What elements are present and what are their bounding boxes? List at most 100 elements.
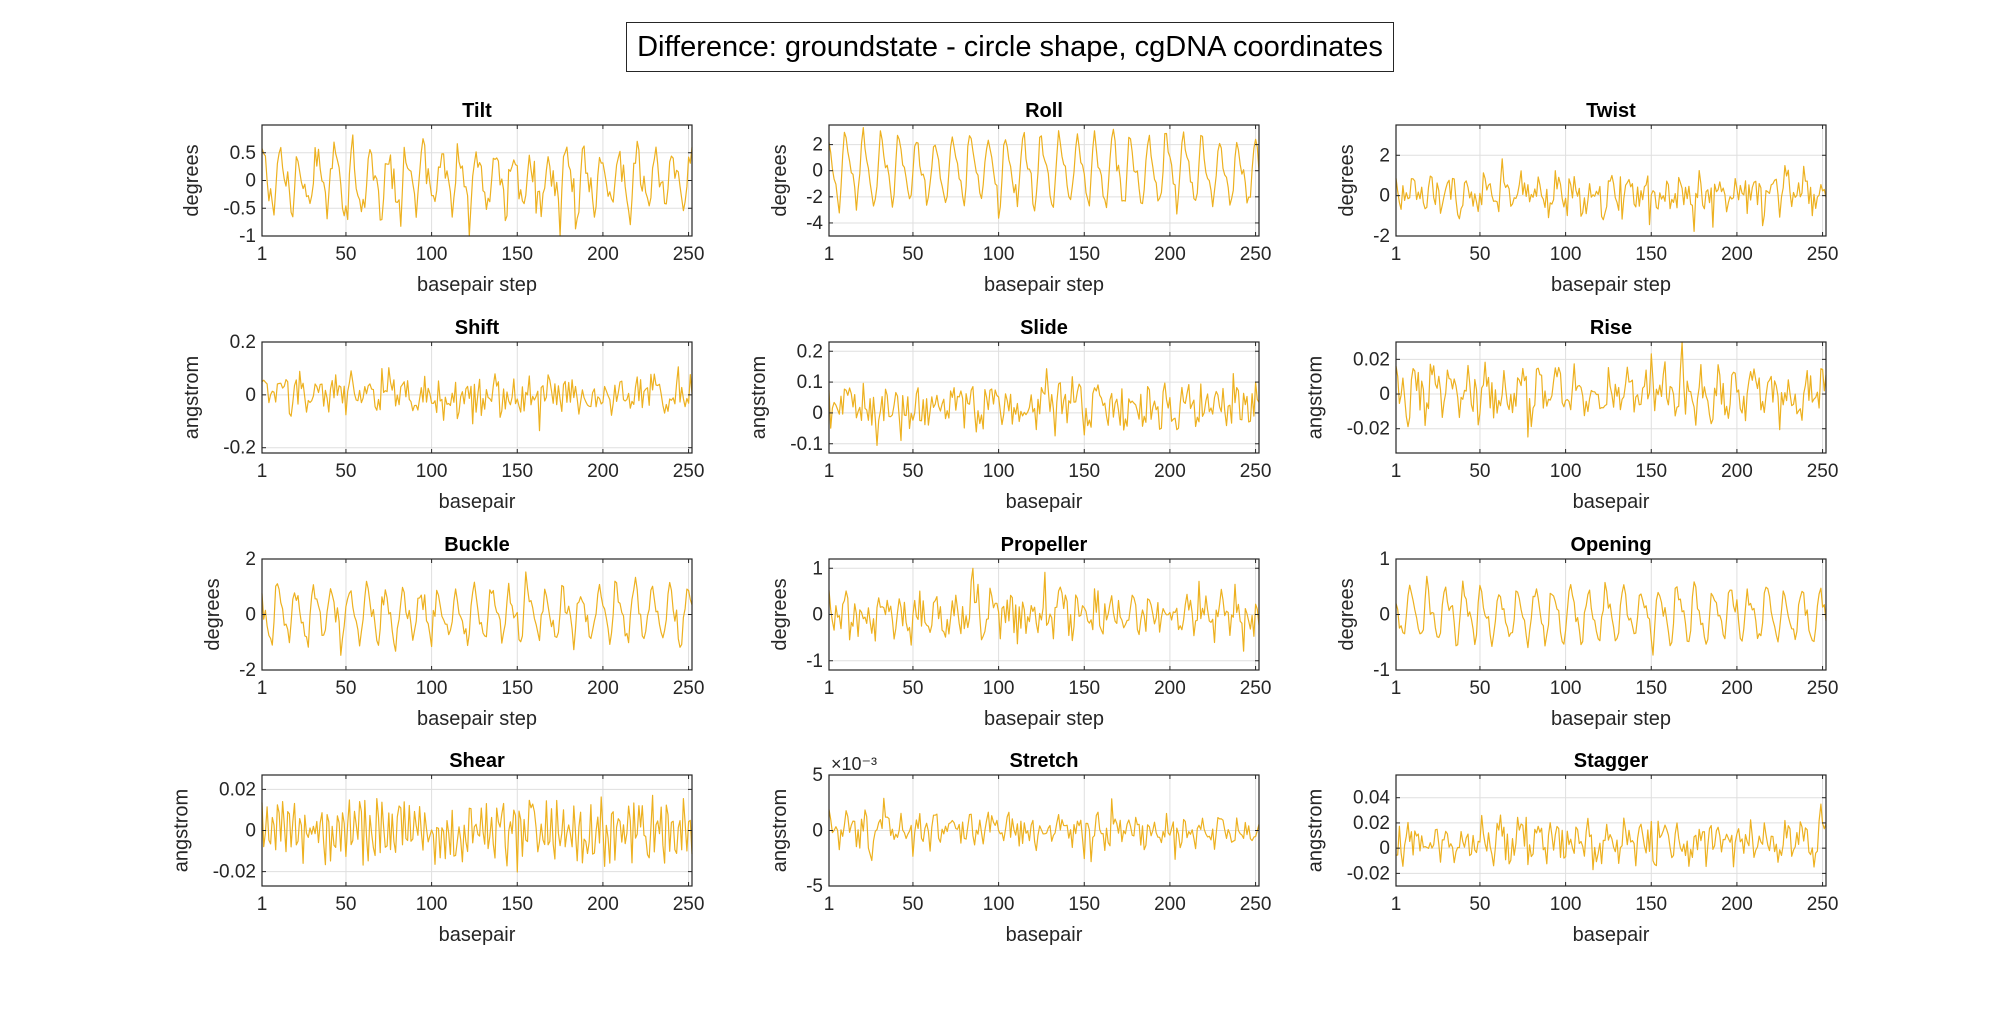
x-tick-label: 200: [587, 461, 619, 482]
y-tick-label: -0.02: [1347, 419, 1390, 440]
x-axis-label-shear: basepair: [439, 924, 516, 946]
x-tick-label: 50: [1469, 461, 1490, 482]
x-tick-label: 1: [257, 244, 268, 265]
subplot-title-rise: Rise: [1590, 317, 1632, 339]
y-tick-label: -5: [806, 876, 823, 897]
y-tick-label: -0.02: [213, 862, 256, 883]
subplot-shear: 1 50 100 150 200 250-0.0200.02Shearbasepairan…: [171, 750, 705, 946]
x-tick-label: 150: [1635, 461, 1667, 482]
subplot-stagger: 1 50 100 150 200 250-0.0200.020.04Staggerbase…: [1305, 750, 1839, 946]
subplot-title-buckle: Buckle: [444, 534, 510, 556]
y-tick-label: 0: [812, 403, 823, 424]
series-line-slide: [828, 368, 1260, 446]
y-tick-label: 1: [1379, 549, 1390, 570]
x-tick-label: 50: [902, 244, 923, 265]
y-axis-label-slide: angstrom: [748, 356, 770, 439]
y-tick-label: 0.1: [797, 372, 823, 393]
y-tick-label: 2: [1379, 145, 1390, 166]
y-tick-label: -2: [1373, 226, 1390, 247]
y-axis-label-rise: angstrom: [1305, 356, 1327, 439]
x-tick-label: 1: [824, 678, 835, 699]
y-axis-label-shift: angstrom: [181, 356, 203, 439]
subplot-title-shift: Shift: [455, 317, 500, 339]
x-tick-label: 50: [335, 678, 356, 699]
x-tick-label: 150: [501, 244, 533, 265]
y-tick-label: -1: [239, 226, 256, 247]
y-axis-label-shear: angstrom: [171, 789, 193, 872]
x-tick-label: 1: [824, 894, 835, 915]
x-tick-label: 150: [1635, 244, 1667, 265]
y-exponent-label: ×10⁻³: [831, 754, 877, 774]
subplot-title-roll: Roll: [1025, 100, 1063, 122]
y-tick-label: 0: [245, 605, 256, 626]
y-tick-label: 5: [812, 765, 823, 786]
x-tick-label: 200: [1721, 894, 1753, 915]
y-axis-label-buckle: degrees: [202, 578, 224, 650]
x-tick-label: 250: [673, 461, 705, 482]
x-axis-label-shift: basepair: [439, 491, 516, 513]
x-tick-label: 100: [983, 678, 1015, 699]
y-tick-label: 0.02: [219, 779, 256, 800]
subplot-slide: 1 50 100 150 200 250-0.100.10.2Slidebasepaira…: [748, 317, 1271, 513]
y-tick-label: 0: [812, 161, 823, 182]
x-tick-label: 150: [1068, 244, 1100, 265]
x-axis-label-buckle: basepair step: [417, 708, 537, 730]
x-tick-label: 100: [416, 678, 448, 699]
axes-box-roll: [828, 124, 1260, 237]
y-tick-label: -1: [806, 651, 823, 672]
x-tick-label: 250: [1240, 894, 1272, 915]
x-tick-label: 250: [1240, 461, 1272, 482]
x-tick-label: 150: [1635, 894, 1667, 915]
y-tick-label: 0: [245, 821, 256, 842]
x-tick-label: 1: [824, 461, 835, 482]
y-tick-label: 2: [245, 549, 256, 570]
x-tick-label: 250: [673, 894, 705, 915]
x-tick-label: 100: [1550, 461, 1582, 482]
y-tick-label: -0.2: [223, 438, 256, 459]
y-axis-label-twist: degrees: [1336, 144, 1358, 216]
series-line-stretch: [828, 797, 1260, 863]
x-tick-label: 50: [1469, 244, 1490, 265]
y-axis-label-stretch: angstrom: [769, 789, 791, 872]
y-tick-label: 0.2: [797, 341, 823, 362]
x-tick-label: 250: [1240, 244, 1272, 265]
x-tick-label: 50: [335, 461, 356, 482]
series-line-shear: [261, 794, 693, 873]
y-tick-label: 0: [1379, 605, 1390, 626]
x-tick-label: 100: [983, 244, 1015, 265]
x-tick-label: 1: [257, 678, 268, 699]
y-tick-label: 0: [1379, 186, 1390, 207]
y-tick-label: 0: [1379, 384, 1390, 405]
x-axis-label-twist: basepair step: [1551, 274, 1671, 296]
series-line-opening: [1395, 575, 1827, 656]
y-tick-label: 0.02: [1353, 813, 1390, 834]
y-tick-label: -2: [239, 660, 256, 681]
x-tick-label: 200: [1721, 678, 1753, 699]
x-tick-label: 200: [587, 894, 619, 915]
subplot-title-shear: Shear: [449, 750, 505, 772]
subplot-title-opening: Opening: [1570, 534, 1651, 556]
x-tick-label: 50: [335, 894, 356, 915]
x-tick-label: 1: [1391, 461, 1402, 482]
series-line-roll: [828, 126, 1260, 219]
y-tick-label: 1: [812, 558, 823, 579]
x-tick-label: 200: [1154, 461, 1186, 482]
x-tick-label: 50: [335, 244, 356, 265]
x-tick-label: 250: [1807, 461, 1839, 482]
x-tick-label: 100: [1550, 678, 1582, 699]
y-tick-label: 2: [812, 135, 823, 156]
x-tick-label: 1: [257, 461, 268, 482]
subplot-rise: 1 50 100 150 200 250-0.0200.02Risebasepairang…: [1305, 317, 1839, 513]
y-axis-label-propeller: degrees: [769, 578, 791, 650]
x-tick-label: 150: [1068, 461, 1100, 482]
figure-title: Difference: groundstate - circle shape, …: [626, 22, 1394, 72]
x-axis-label-stagger: basepair: [1573, 924, 1650, 946]
y-axis-label-roll: degrees: [769, 144, 791, 216]
plot-area-twist: [1396, 125, 1826, 236]
x-axis-label-slide: basepair: [1006, 491, 1083, 513]
